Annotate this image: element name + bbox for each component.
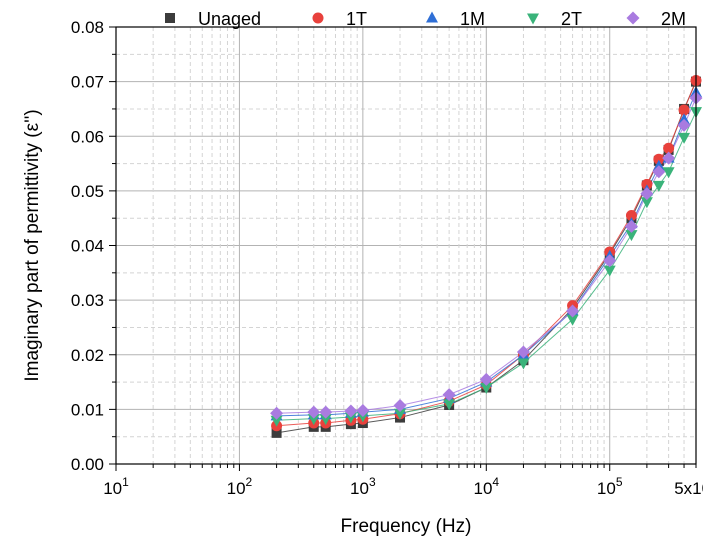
data-point-2t: [443, 399, 456, 411]
data-point-2m: [677, 118, 691, 132]
legend: Unaged 1T 1M 2T 2M: [165, 9, 686, 29]
data-point-2t: [652, 180, 665, 192]
x-tick-labels: 101 102 103 104 105 5x105: [103, 475, 703, 498]
data-point-2t: [603, 265, 616, 277]
data-point-2m: [566, 304, 580, 318]
y-tick-label: 0.05: [71, 182, 104, 201]
data-point-1t: [653, 153, 665, 165]
data-point-2t: [517, 358, 530, 370]
x-tick-label: 101: [103, 475, 129, 498]
legend-item-unaged: Unaged: [165, 9, 261, 29]
x-tick-label: 103: [350, 475, 376, 498]
y-tick-label: 0.07: [71, 73, 104, 92]
data-point-1t: [625, 209, 637, 221]
legend-item-1m: 1M: [426, 9, 485, 29]
legend-label-2m: 2M: [661, 9, 686, 29]
data-point-2m: [307, 405, 321, 419]
axis-ticks: [109, 26, 697, 471]
x-tick-label: 102: [227, 475, 253, 498]
data-point-2m: [393, 399, 407, 413]
data-point-2m: [356, 403, 370, 417]
y-tick-labels: 0.00 0.01 0.02 0.03 0.04 0.05 0.06 0.07 0.08: [71, 18, 104, 474]
legend-marker-unaged: [165, 13, 175, 23]
data-point-2m: [442, 388, 456, 402]
y-tick-label: 0.03: [71, 291, 104, 310]
data-point-2m: [516, 345, 530, 359]
legend-item-2t: 2T: [527, 9, 582, 29]
series-markers: [270, 75, 703, 438]
y-tick-label: 0.06: [71, 127, 104, 146]
data-point-1t: [678, 104, 690, 116]
x-tick-label: 5x105: [674, 475, 703, 498]
legend-item-2m: 2M: [626, 9, 686, 29]
data-point-2m: [603, 254, 617, 268]
data-point-2t: [640, 197, 653, 209]
legend-label-1m: 1M: [460, 9, 485, 29]
data-point-2t: [566, 314, 579, 326]
legend-label-1t: 1T: [346, 9, 367, 29]
y-tick-label: 0.04: [71, 237, 104, 256]
data-point-2t: [678, 132, 691, 144]
legend-marker-1t: [312, 12, 324, 24]
legend-item-1t: 1T: [312, 9, 367, 29]
data-point-2t: [307, 414, 320, 426]
data-point-unaged: [271, 427, 282, 438]
y-tick-label: 0.02: [71, 346, 104, 365]
data-point-2t: [480, 383, 493, 395]
y-axis-title: Imaginary part of permittivity (ε''): [22, 109, 43, 381]
data-point-1t: [641, 178, 653, 190]
legend-label-2t: 2T: [561, 9, 582, 29]
x-tick-label: 105: [597, 475, 623, 498]
data-point-2m: [652, 165, 666, 179]
data-point-2t: [319, 414, 332, 426]
data-point-2m: [479, 372, 493, 386]
legend-marker-2m: [626, 11, 640, 25]
data-point-2t: [394, 408, 407, 420]
series-points-2m: [270, 91, 703, 420]
data-point-2m: [624, 219, 638, 233]
data-point-2m: [662, 151, 676, 165]
data-point-2m: [640, 187, 654, 201]
data-point-2t: [662, 167, 675, 179]
y-tick-label: 0.01: [71, 400, 104, 419]
y-tick-label: 0.08: [71, 18, 104, 37]
legend-label-unaged: Unaged: [198, 9, 261, 29]
legend-marker-1m: [426, 11, 438, 23]
x-tick-label: 104: [473, 475, 499, 498]
data-point-2t: [270, 415, 283, 427]
x-axis-title: Frequency (Hz): [341, 516, 472, 537]
data-point-2t: [625, 230, 638, 242]
data-point-2m: [344, 404, 358, 418]
data-point-2m: [270, 406, 284, 420]
data-point-1t: [663, 142, 675, 154]
data-point-2t: [344, 412, 357, 424]
legend-marker-2t: [527, 13, 539, 25]
grid: [116, 27, 696, 464]
y-tick-label: 0.00: [71, 455, 104, 474]
data-point-2m: [319, 405, 333, 419]
